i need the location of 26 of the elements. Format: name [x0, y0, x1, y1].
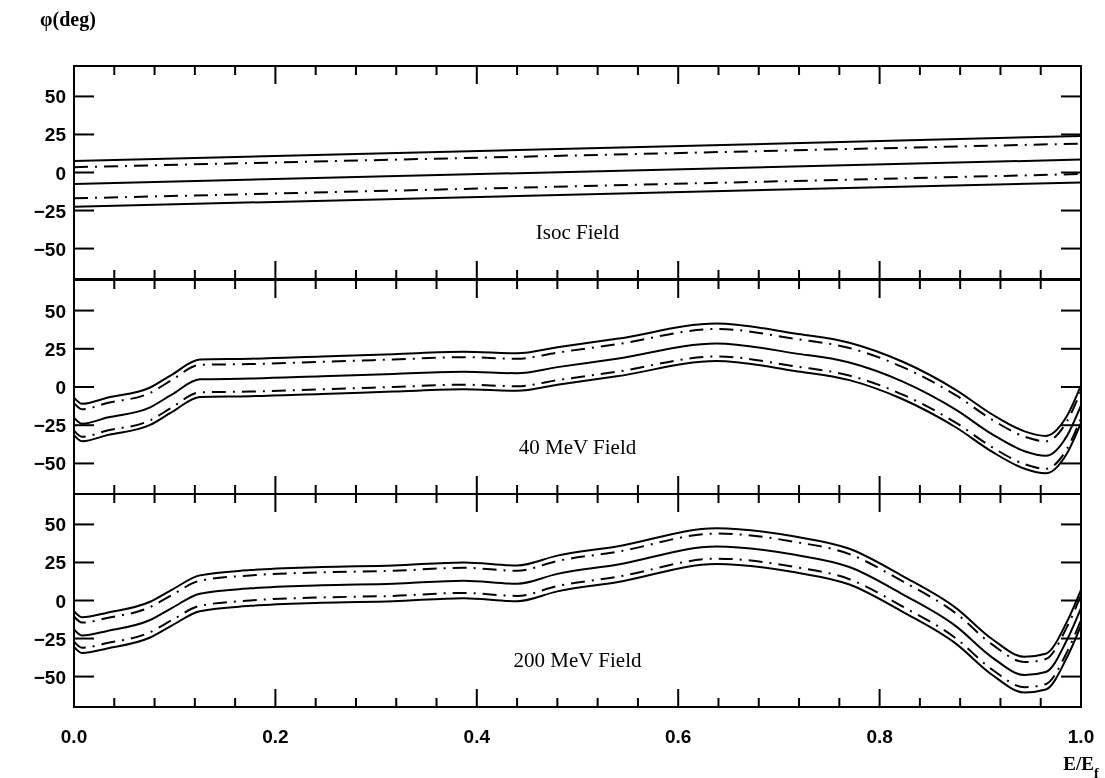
x-tick-label: 0.2	[262, 726, 289, 747]
y-tick-label: −50	[33, 238, 66, 260]
y-tick-label: −25	[33, 628, 67, 650]
y-tick-label: 50	[44, 86, 66, 108]
y-tick-label: 25	[44, 552, 67, 574]
x-tick-label: 1.0	[1067, 726, 1095, 747]
y-tick-label: −25	[33, 200, 67, 222]
x-tick-label: 0.4	[463, 726, 491, 747]
x-tick-label: 0.6	[664, 726, 692, 747]
y-tick-label: −50	[33, 666, 66, 688]
x-tick-label: 0.8	[866, 726, 893, 747]
y-tick-label: 0	[55, 162, 66, 184]
y-tick-label: −50	[33, 453, 66, 475]
y-tick-label: 25	[44, 124, 67, 146]
annotation: 200 MeV Field	[513, 648, 642, 672]
y-axis-title: φ(deg)	[40, 8, 96, 31]
annotation: Isoc Field	[535, 220, 620, 244]
annotation: 40 MeV Field	[518, 435, 637, 459]
y-tick-label: 25	[44, 338, 67, 360]
y-tick-label: 50	[44, 514, 66, 536]
y-tick-label: 0	[55, 377, 66, 398]
y-tick-label: −25	[33, 415, 67, 437]
x-tick-label: 0.0	[60, 726, 88, 747]
y-tick-label: 0	[55, 590, 66, 612]
x-axis-title: E/E$_{f}$	[1063, 753, 1099, 778]
y-tick-label: 50	[44, 300, 66, 322]
